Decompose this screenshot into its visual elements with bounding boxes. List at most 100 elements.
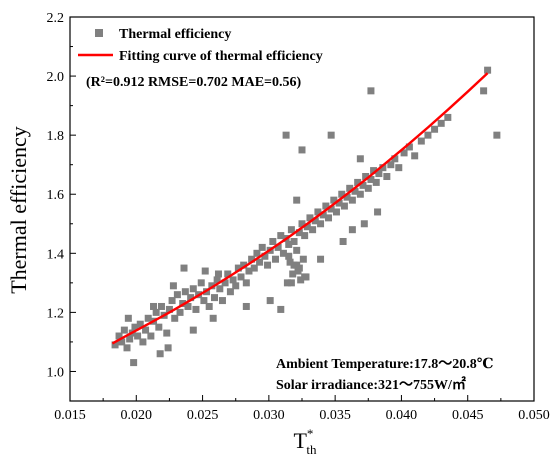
scatter-point: [387, 161, 395, 169]
scatter-point: [356, 190, 364, 198]
scatter-point: [348, 196, 356, 204]
scatter-point: [480, 87, 488, 95]
x-tick-label: 0.035: [319, 408, 351, 423]
legend-marker-scatter: [95, 29, 103, 37]
x-tick-label: 0.025: [187, 408, 219, 423]
scatter-point: [221, 279, 229, 287]
scatter-point: [391, 155, 399, 163]
x-axis-title-sub: th: [306, 442, 317, 457]
scatter-point: [424, 131, 432, 139]
scatter-point: [327, 131, 335, 139]
scatter-point: [120, 326, 128, 334]
scatter-point: [293, 261, 301, 269]
scatter-point: [208, 282, 216, 290]
scatter-point: [218, 297, 226, 305]
scatter-point: [242, 279, 250, 287]
plot-marks: [111, 66, 501, 367]
legend-label-scatter: Thermal efficiency: [119, 27, 231, 42]
scatter-point: [192, 305, 200, 313]
x-tick-label: 0.045: [452, 408, 484, 423]
scatter-point: [364, 184, 372, 192]
scatter-point: [287, 226, 295, 234]
scatter-point: [295, 229, 303, 237]
scatter-point: [134, 332, 142, 340]
scatter-point: [290, 237, 298, 245]
annotation-fit-stats: (R²=0.912 RMSE=0.702 MAE=0.56): [86, 75, 302, 90]
x-tick-label: 0.050: [518, 408, 550, 423]
scatter-point: [209, 314, 217, 322]
y-tick-label: 1.0: [47, 365, 65, 380]
scatter-point: [269, 237, 277, 245]
x-axis-title-sup: *: [307, 426, 314, 441]
annotation-ambient-temp: Ambient Temperature:17.8～20.8℃: [276, 357, 494, 372]
scatter-point: [184, 302, 192, 310]
scatter-point: [229, 276, 237, 284]
scatter-point: [298, 220, 306, 228]
legend: Thermal efficiency Fitting curve of ther…: [78, 27, 323, 64]
scatter-point: [234, 264, 242, 272]
scatter-point: [311, 217, 319, 225]
scatter-point: [360, 220, 368, 228]
scatter-point: [124, 314, 132, 322]
scatter-point: [205, 302, 213, 310]
x-axis-title-main: T: [293, 428, 307, 453]
scatter-point: [411, 152, 419, 160]
scatter-point: [147, 332, 155, 340]
scatter-point: [356, 155, 364, 163]
scatter-point: [226, 288, 234, 296]
scatter-point: [484, 66, 492, 74]
scatter-point: [339, 237, 347, 245]
scatter-point: [253, 249, 261, 257]
scatter-point: [248, 255, 256, 263]
scatter-point: [431, 125, 439, 133]
scatter-point: [157, 302, 165, 310]
scatter-point: [171, 314, 179, 322]
y-axis: 1.0 1.2 1.4 1.6 1.8 2.0 2.2: [47, 11, 76, 402]
scatter-point: [332, 208, 340, 216]
scatter-point: [346, 184, 354, 192]
scatter-point: [277, 305, 285, 313]
scatter-point: [359, 181, 367, 189]
scatter-point: [240, 261, 248, 269]
y-tick-label: 1.8: [47, 129, 65, 144]
y-tick-label: 2.2: [47, 11, 65, 26]
scatter-point: [493, 131, 501, 139]
scatter-point: [189, 326, 197, 334]
scatter-point: [165, 305, 173, 313]
scatter-point: [354, 178, 362, 186]
scatter-point: [297, 276, 305, 284]
y-axis-title: Thermal efficiency: [6, 126, 31, 294]
scatter-point: [261, 252, 269, 260]
scatter-point: [136, 320, 144, 328]
annotation-solar-irradiance: Solar irradiance:321～755W/㎡: [276, 376, 466, 393]
x-tick-label: 0.040: [386, 408, 418, 423]
scatter-point: [152, 308, 160, 316]
legend-label-line: Fitting curve of thermal efficiency: [119, 49, 323, 64]
scatter-point: [285, 240, 293, 248]
scatter-point: [271, 255, 279, 263]
scatter-point: [139, 338, 147, 346]
scatter-point: [325, 214, 333, 222]
scatter-point: [111, 341, 119, 349]
scatter-point: [306, 214, 314, 222]
scatter-point: [370, 167, 378, 175]
scatter-point: [123, 344, 131, 352]
scatter-point: [150, 302, 158, 310]
scatter-point: [216, 285, 224, 293]
scatter-point: [242, 302, 250, 310]
scatter-point: [155, 323, 163, 331]
scatter-point: [372, 178, 380, 186]
scatter-point: [322, 202, 330, 210]
scatter-point: [298, 146, 306, 154]
scatter-point: [180, 264, 188, 272]
scatter-point: [287, 279, 295, 287]
scatter-point: [317, 220, 325, 228]
scatter-point: [301, 273, 309, 281]
scatter-point: [367, 175, 375, 183]
scatter-point: [115, 332, 123, 340]
scatter-point: [142, 326, 150, 334]
y-tick-label: 1.4: [47, 247, 65, 262]
scatter-point: [400, 149, 408, 157]
scatter-point: [173, 291, 181, 299]
